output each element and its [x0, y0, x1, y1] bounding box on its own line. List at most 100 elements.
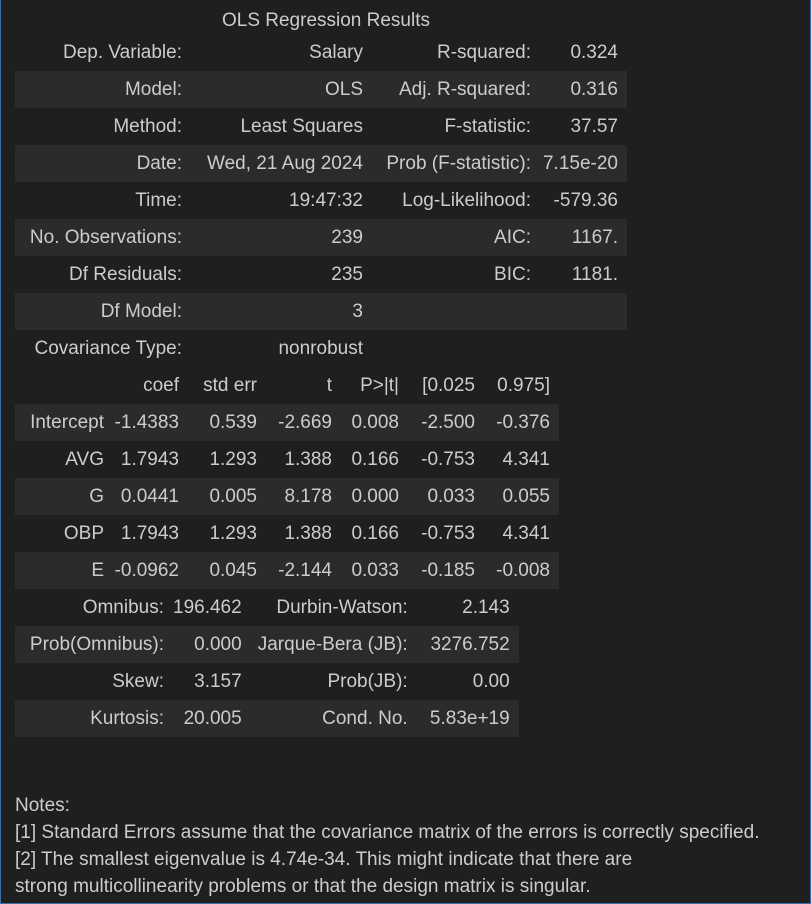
diagnostic-value: 196.462: [173, 597, 242, 618]
summary-value: -579.36: [553, 190, 618, 211]
row-label: OBP: [63, 523, 104, 544]
diagnostic-label: Skew:: [112, 671, 164, 692]
table-cell: 0.0441: [104, 478, 179, 515]
diagnostic-label: Prob(Omnibus):: [15, 626, 164, 663]
diagnostics-table: Omnibus: 196.462 Durbin-Watson: 2.143 Pr…: [15, 589, 519, 737]
summary-label: Time:: [135, 190, 182, 211]
table-cell: -0.753: [421, 449, 475, 470]
summary-label: Prob (F-statistic):: [363, 145, 531, 182]
summary-row: Time: 19:47:32 Log-Likelihood: -579.36: [15, 182, 627, 219]
table-cell: 0.000: [332, 478, 399, 515]
summary-label: Df Residuals:: [69, 264, 182, 285]
table-cell: 1.388: [284, 449, 332, 470]
summary-value: 37.57: [570, 116, 618, 137]
summary-value: Wed, 21 Aug 2024: [182, 145, 363, 182]
table-row: Intercept -1.4383 0.539 -2.669 0.008 -2.…: [15, 404, 559, 441]
summary-value: 235: [331, 264, 363, 285]
summary-value: Least Squares: [240, 116, 363, 137]
notes-block: Notes: [1] Standard Errors assume that t…: [15, 792, 759, 900]
table-row: E -0.0962 0.045 -2.144 0.033 -0.185 -0.0…: [15, 552, 559, 589]
diagnostic-value: 20.005: [164, 700, 242, 737]
summary-value: [531, 293, 627, 330]
summary-label: Df Model:: [15, 293, 182, 330]
table-cell: -0.185: [399, 552, 475, 589]
table-row: AVG 1.7943 1.293 1.388 0.166 -0.753 4.34…: [15, 441, 559, 478]
table-cell: 4.341: [502, 523, 550, 544]
summary-value: 1167.: [531, 219, 627, 256]
column-header: [15, 367, 104, 404]
note-line: [2] The smallest eigenvalue is 4.74e-34.…: [15, 849, 633, 870]
table-cell: 0.166: [351, 523, 399, 544]
diagnostics-row: Prob(Omnibus): 0.000 Jarque-Bera (JB): 3…: [15, 626, 519, 663]
column-header: t: [326, 375, 332, 396]
summary-label: Method:: [113, 116, 182, 137]
summary-value: 239: [182, 219, 363, 256]
diagnostic-value: 2.143: [462, 597, 510, 618]
column-header: coef: [143, 375, 179, 396]
diagnostic-value: 0.000: [164, 626, 242, 663]
diagnostic-label: Kurtosis:: [15, 700, 164, 737]
table-cell: 0.033: [332, 552, 399, 589]
table-cell: 1.293: [209, 523, 257, 544]
summary-label: R-squared:: [437, 42, 531, 63]
table-cell: -0.008: [475, 552, 559, 589]
column-header: 0.975]: [497, 375, 550, 396]
table-cell: 0.539: [179, 404, 257, 441]
summary-row: No. Observations: 239 AIC: 1167.: [15, 219, 627, 256]
table-cell: -0.376: [475, 404, 559, 441]
summary-row: Date: Wed, 21 Aug 2024 Prob (F-statistic…: [15, 145, 627, 182]
row-label: Intercept: [15, 404, 104, 441]
summary-label: Covariance Type:: [34, 338, 182, 359]
summary-label: No. Observations:: [15, 219, 182, 256]
row-label: G: [15, 478, 104, 515]
summary-row: Method: Least Squares F-statistic: 37.57: [15, 108, 627, 145]
summary-value: 1181.: [571, 264, 618, 285]
summary-row: Covariance Type: nonrobust: [15, 330, 627, 367]
summary-value: [531, 330, 627, 367]
table-cell: 0.005: [179, 478, 257, 515]
diagnostics-row: Omnibus: 196.462 Durbin-Watson: 2.143: [15, 589, 519, 626]
diagnostic-value: 3.157: [194, 671, 242, 692]
table-cell: -2.144: [257, 552, 332, 589]
table-cell: 4.341: [502, 449, 550, 470]
summary-value: Salary: [309, 42, 363, 63]
table-cell: 0.008: [332, 404, 399, 441]
summary-value: 3: [182, 293, 363, 330]
diagnostic-label: Prob(JB):: [327, 671, 408, 692]
summary-value: 19:47:32: [289, 190, 363, 211]
note-line: strong multicollinearity problems or tha…: [15, 876, 591, 897]
diagnostic-label: Jarque-Bera (JB):: [241, 626, 408, 663]
summary-label: Date:: [15, 145, 182, 182]
diagnostics-row: Skew: 3.157 Prob(JB): 0.00: [15, 663, 519, 700]
diagnostic-value: 3276.752: [407, 626, 519, 663]
summary-row: Df Residuals: 235 BIC: 1181.: [15, 256, 627, 293]
summary-value: nonrobust: [278, 338, 363, 359]
table-cell: -0.0962: [104, 552, 179, 589]
table-cell: 0.055: [475, 478, 559, 515]
summary-row: Df Model: 3: [15, 293, 627, 330]
summary-value: 7.15e-20: [531, 145, 627, 182]
table-cell: -2.500: [399, 404, 475, 441]
summary-row: Dep. Variable: Salary R-squared: 0.324: [15, 34, 627, 71]
summary-label: AIC:: [363, 219, 531, 256]
table-cell: -2.669: [257, 404, 332, 441]
row-label: AVG: [65, 449, 104, 470]
table-cell: 0.045: [179, 552, 257, 589]
summary-value: 0.316: [531, 71, 627, 108]
summary-label: BIC:: [494, 264, 531, 285]
table-row: OBP 1.7943 1.293 1.388 0.166 -0.753 4.34…: [15, 515, 559, 552]
diagnostic-label: Cond. No.: [241, 700, 408, 737]
summary-label: [363, 330, 531, 367]
table-cell: 1.293: [209, 449, 257, 470]
table-cell: 1.388: [284, 523, 332, 544]
summary-table: Dep. Variable: Salary R-squared: 0.324 M…: [15, 34, 627, 367]
row-label: E: [15, 552, 104, 589]
table-cell: 8.178: [257, 478, 332, 515]
summary-label: Model:: [15, 71, 182, 108]
column-header: std err: [203, 375, 257, 396]
coefficients-table: coef std err t P>|t| [0.025 0.975] Inter…: [15, 367, 559, 589]
summary-label: Dep. Variable:: [63, 42, 182, 63]
diagnostic-label: Omnibus:: [82, 597, 164, 618]
diagnostic-label: Durbin-Watson:: [276, 597, 408, 618]
